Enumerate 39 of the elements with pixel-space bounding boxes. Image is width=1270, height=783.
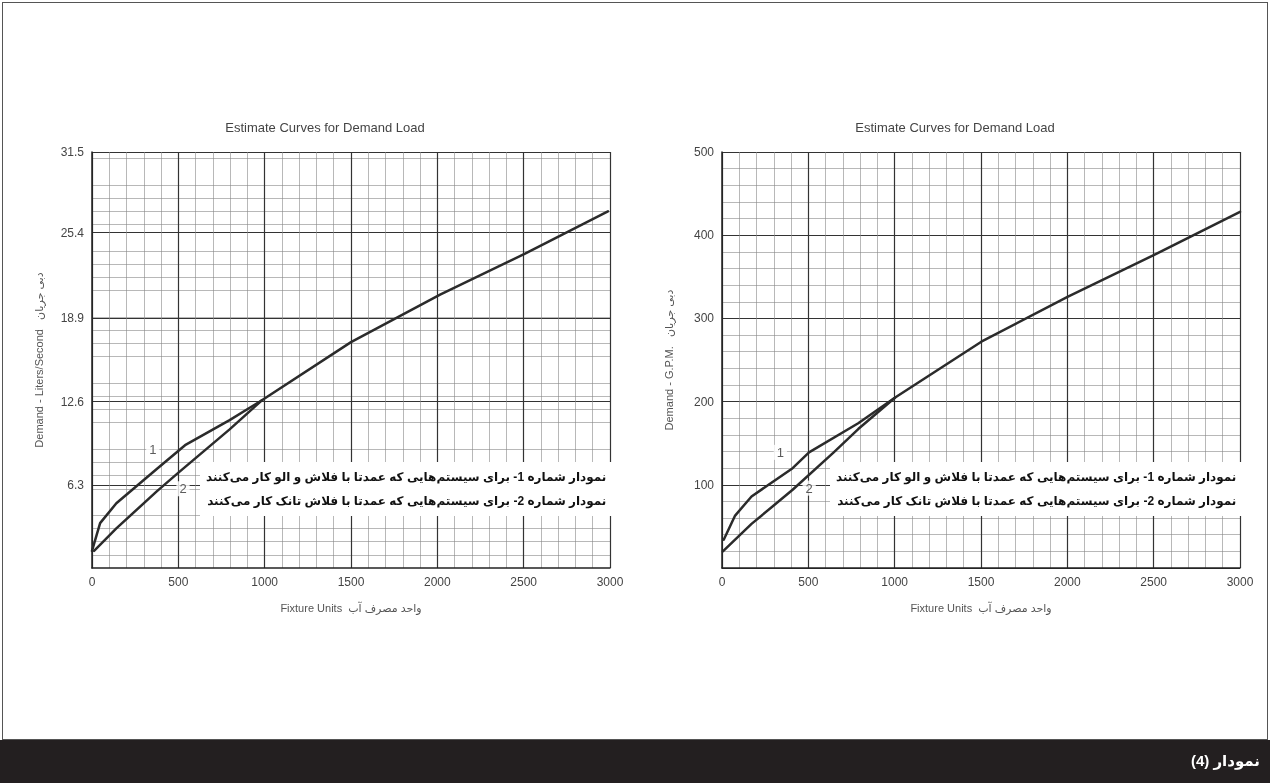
chart-title: Estimate Curves for Demand Load [225, 120, 425, 135]
x-tick-label: 2000 [1053, 575, 1081, 589]
text: نمودار (4) [1190, 752, 1260, 769]
y-axis-title: Demand - Liters/Second دبی جریان [32, 272, 46, 448]
chart-title: Estimate Curves for Demand Load [855, 120, 1055, 135]
annotation: 1 [149, 441, 157, 457]
x-axis-title: Fixture Units واحد مصرف آب [910, 600, 1052, 615]
y-tick-label: 200 [693, 394, 715, 409]
y-tick-label: 6.3 [67, 477, 85, 492]
x-tick-label: 0 [718, 575, 726, 589]
annotation: نمودار شماره 2- برای سیستم‌هایی که عمدتا با فلاش تانک کار می‌کنند [206, 493, 607, 511]
annotation: نمودار شماره 2- برای سیستم‌هایی که عمدتا با فلاش تانک کار می‌کنند [836, 493, 1237, 511]
annotation: 2 [179, 481, 187, 497]
y-tick-label: 500 [693, 145, 715, 159]
annotation: 2 [805, 480, 813, 496]
y-tick-label: 25.4 [60, 225, 85, 240]
y-tick-label: 12.6 [60, 394, 85, 409]
annotation: نمودار شماره 1- برای سیستم‌هایی که عمدتا با فلاش و الو کار می‌کنند [206, 469, 607, 487]
x-tick-label: 3000 [1226, 575, 1254, 589]
x-tick-label: 1000 [881, 575, 909, 589]
y-tick-label: 400 [693, 228, 715, 243]
annotation: 1 [776, 444, 784, 460]
x-tick-label: 2000 [423, 575, 451, 589]
x-tick-label: 1000 [251, 575, 279, 589]
y-tick-label: 18.9 [60, 311, 85, 326]
x-tick-label: 1500 [967, 575, 995, 589]
x-tick-label: 1500 [337, 575, 365, 589]
y-tick-label: 300 [693, 311, 715, 326]
x-tick-label: 500 [168, 575, 189, 589]
x-tick-label: 3000 [596, 575, 624, 589]
annotation: نمودار شماره 1- برای سیستم‌هایی که عمدتا با فلاش و الو کار می‌کنند [836, 469, 1237, 487]
y-tick-label: 100 [693, 477, 715, 492]
y-tick-label: 31.5 [60, 145, 85, 159]
x-tick-label: 500 [798, 575, 819, 589]
x-tick-label: 0 [88, 575, 96, 589]
x-tick-label: 2500 [510, 575, 538, 589]
x-tick-label: 2500 [1140, 575, 1168, 589]
x-axis-title: Fixture Units واحد مصرف آب [280, 600, 422, 615]
y-axis-title: Demand - G.P.M. دبی جریان [662, 289, 676, 431]
